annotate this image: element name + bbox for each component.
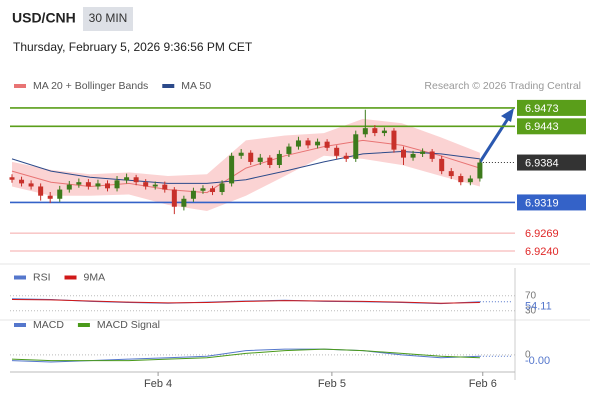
indicator-line [11, 139, 481, 194]
candle-body [200, 188, 206, 191]
candle-body [295, 140, 301, 147]
candle-body [171, 189, 177, 207]
candle-body [362, 128, 368, 135]
candle-body [324, 141, 330, 148]
candle-body [477, 162, 483, 179]
arrow-head [501, 108, 514, 122]
candle-body [315, 141, 321, 146]
x-tick-label: Feb 5 [318, 378, 346, 390]
y-tick-label: 30 [525, 305, 537, 316]
level-label: 6.9384 [525, 157, 559, 169]
level-label-box [517, 194, 586, 211]
level-label-box [517, 99, 586, 116]
candle-body [95, 183, 101, 187]
candle-body [238, 152, 244, 156]
legend-label: MA 20 + Bollinger Bands [33, 80, 148, 92]
legend-label: MA 50 [181, 80, 211, 92]
interval: 30 MIN [89, 11, 128, 25]
candle-body [152, 184, 158, 187]
candle-body [57, 189, 63, 199]
x-tick-label: Feb 4 [144, 378, 172, 390]
value-label: 54.11 [525, 301, 552, 313]
legend-swatch [14, 275, 26, 280]
candle-body [439, 158, 445, 172]
candle-body [114, 180, 120, 189]
candle-body [448, 171, 454, 177]
candle-body [76, 182, 82, 185]
candle-body [286, 146, 292, 154]
candle-body [267, 157, 273, 165]
level-label: 6.9240 [525, 246, 559, 258]
candle-body [229, 155, 235, 184]
candle-body [353, 134, 359, 159]
candle-body [124, 177, 130, 181]
candle-body [381, 130, 387, 134]
value-label: -0.00 [525, 355, 550, 367]
y-tick-label: 0 [525, 349, 531, 360]
legend-swatch [14, 84, 26, 88]
candle-body [257, 157, 263, 162]
candle-body [334, 147, 340, 156]
candle-body [47, 195, 53, 199]
legend-swatch [14, 323, 26, 327]
indicator-line [11, 348, 480, 362]
candle-body [210, 188, 216, 193]
legend-swatch [64, 275, 77, 280]
y-tick-label: 70 [525, 290, 537, 301]
candle-body [143, 182, 149, 187]
candle-body [19, 179, 25, 184]
candle-body [420, 151, 426, 154]
level-label: 6.9443 [525, 121, 559, 133]
level-label-box [517, 118, 586, 135]
candle-body [458, 176, 464, 183]
legend-label: 9MA [84, 271, 106, 283]
level-label: 6.9319 [525, 197, 559, 209]
candle-body [276, 153, 282, 165]
candle-body [429, 151, 435, 159]
arrow [478, 116, 511, 163]
candle-body [162, 184, 168, 190]
datetime: Thursday, February 5, 2026 9:36:56 PM CE… [13, 40, 253, 54]
candle-body [85, 182, 91, 187]
level-label: 6.9473 [525, 103, 559, 115]
candle-body [104, 183, 110, 189]
legend-label: RSI [33, 271, 51, 283]
candle-body [219, 183, 225, 193]
candle-body [66, 184, 72, 190]
credit: Research © 2026 Trading Central [424, 80, 581, 92]
candle-body [305, 140, 311, 146]
candle-body [343, 155, 349, 159]
candle-body [133, 177, 139, 183]
symbol: USD/CNH [12, 10, 76, 26]
interval-box [83, 7, 133, 31]
candle-body [391, 130, 397, 150]
level-label-box [517, 154, 586, 171]
indicator-line [11, 299, 480, 304]
x-tick-label: Feb 6 [469, 378, 497, 390]
candle-body [190, 190, 196, 199]
candle-body [467, 178, 473, 183]
candle-body [372, 128, 378, 134]
legend-label: MACD Signal [97, 319, 160, 331]
level-label: 6.9269 [525, 228, 559, 240]
candle-body [28, 183, 34, 187]
candle-body [248, 152, 254, 162]
candle-body [410, 153, 416, 158]
candle-body [181, 198, 187, 207]
candle-body [401, 149, 407, 158]
legend-swatch [162, 84, 175, 88]
candle-body [38, 186, 44, 196]
legend-label: MACD [33, 319, 64, 331]
candle-body [9, 177, 15, 180]
legend-swatch [77, 323, 90, 327]
bollinger-band [12, 118, 480, 211]
